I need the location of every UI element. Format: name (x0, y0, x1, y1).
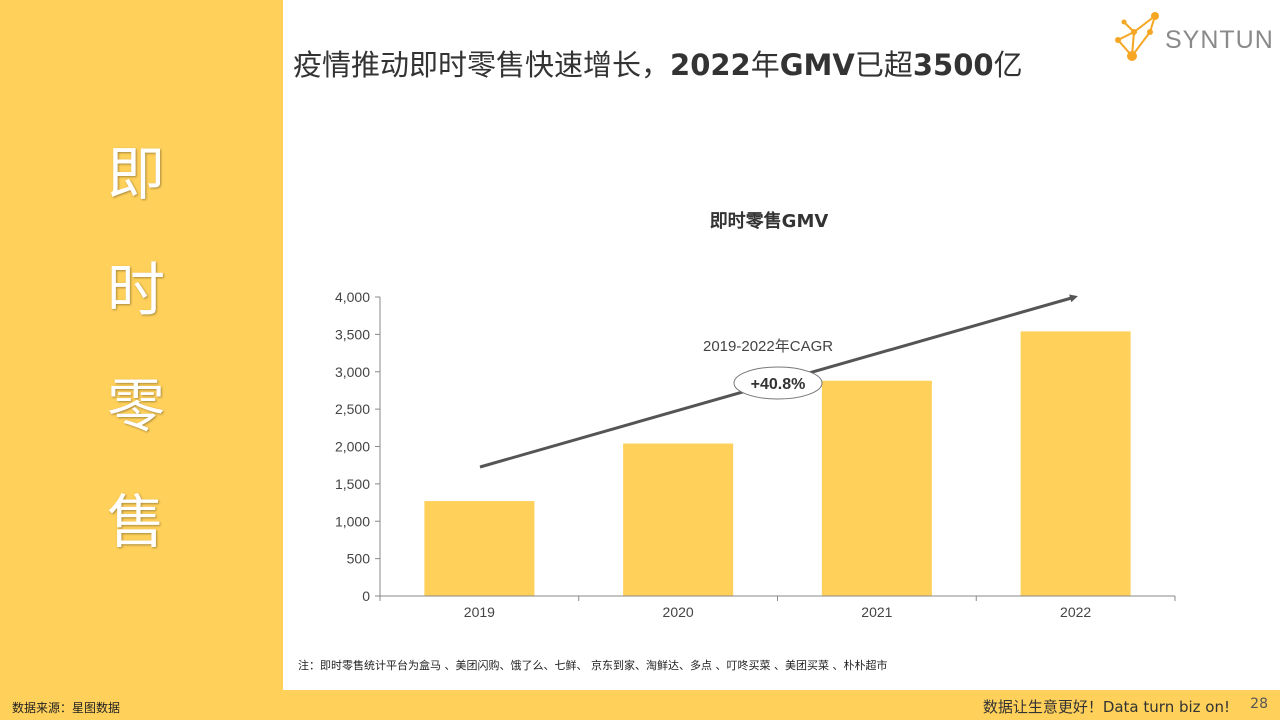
y-tick-label: 2,000 (335, 439, 370, 455)
title-text: 亿 (993, 48, 1023, 82)
cagr-label: 2019-2022年CAGR (703, 338, 833, 355)
y-tick-label: 3,500 (335, 326, 370, 342)
data-source: 数据来源：星图数据 (12, 701, 121, 715)
x-tick-label: 2021 (861, 604, 892, 620)
page-number: 28 (1250, 696, 1268, 712)
y-tick-label: 500 (347, 551, 371, 567)
slogan: 数据让生意更好！Data turn biz on! (982, 698, 1230, 716)
section-title-char: 时 (106, 256, 165, 324)
y-tick-label: 0 (362, 588, 370, 604)
cagr-value: +40.8% (751, 376, 806, 393)
chart-note: 注：即时零售统计平台为盒马 、美团闪购、饿了么、七鲜、 京东到家、淘鲜达、多点 … (298, 659, 888, 672)
y-tick-label: 1,500 (335, 476, 370, 492)
title-text: 疫情推动即时零售快速增长， (293, 48, 671, 82)
title-gmv: GMV (779, 48, 855, 82)
title-text: 年 (750, 48, 780, 82)
bar-2021 (821, 380, 932, 596)
y-tick-label: 4,000 (335, 289, 370, 305)
left-panel: 即 时 零 售 (0, 0, 283, 720)
title-text: 已超 (854, 48, 913, 82)
section-title-char: 售 (106, 488, 165, 556)
x-tick-label: 2022 (1060, 604, 1091, 620)
y-tick-label: 2,500 (335, 401, 370, 417)
gmv-bar-chart: 即时零售GMV 0 500 1,000 1,500 2,000 2,500 3,000 3,5… (335, 210, 1176, 620)
y-tick-label: 3,000 (335, 364, 370, 380)
section-title-char: 即 (106, 140, 165, 208)
y-axis: 0 500 1,000 1,500 2,000 2,500 3,000 3,500 4,000 (335, 289, 381, 604)
syntun-logo: SYNTUN (1108, 10, 1273, 68)
bar-2020 (623, 443, 734, 596)
logo-text: SYNTUN (1165, 26, 1274, 54)
bar-2019 (424, 501, 535, 596)
molecule-icon (1115, 12, 1159, 61)
x-axis: 2019 2020 2021 2022 (379, 595, 1176, 620)
cagr-ellipse (733, 366, 823, 400)
title-year: 2022 (670, 48, 751, 82)
bars (424, 331, 1131, 596)
section-title: 即 时 零 售 (96, 145, 176, 609)
page-title: 疫情推动即时零售快速增长，2022年GMV已超3500亿 (293, 42, 1023, 84)
bar-2022 (1020, 331, 1131, 596)
x-tick-label: 2020 (663, 604, 694, 620)
x-tick-label: 2019 (464, 604, 495, 620)
y-tick-label: 1,000 (335, 513, 370, 529)
title-amount: 3500 (912, 48, 994, 82)
chart-title: 即时零售GMV (710, 210, 829, 232)
section-title-char: 零 (106, 372, 165, 440)
footer-band (283, 690, 1280, 720)
